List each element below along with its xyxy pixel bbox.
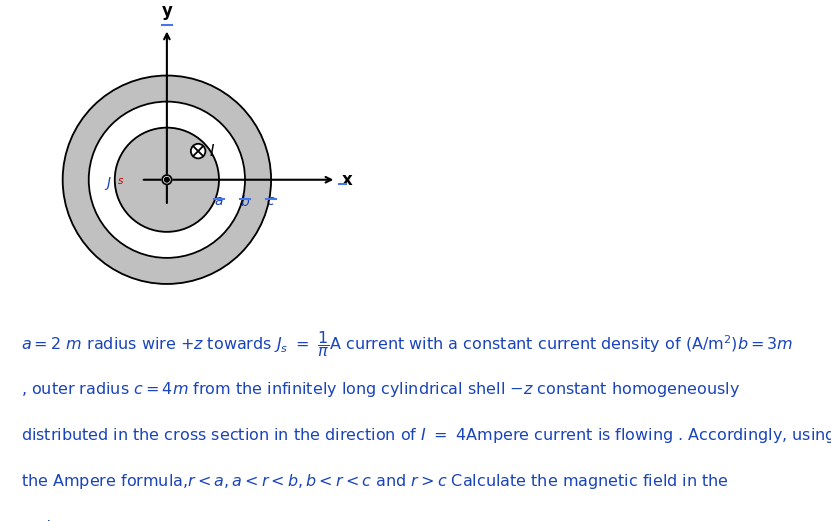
Text: , outer radius $c = 4m$ from the infinitely long cylindrical shell $-z$ constant: , outer radius $c = 4m$ from the infinit…: [21, 380, 740, 399]
Text: regions.: regions.: [21, 520, 85, 521]
Text: $\mathbf{x}$: $\mathbf{x}$: [342, 171, 354, 189]
Text: $b$: $b$: [240, 194, 250, 209]
Text: distributed in the cross section in the direction of $I\ =\ 4$Ampere current is : distributed in the cross section in the …: [21, 426, 831, 445]
Text: $\mathbf{y}$: $\mathbf{y}$: [160, 4, 173, 22]
Circle shape: [165, 177, 170, 182]
Text: $a$: $a$: [214, 194, 224, 208]
Circle shape: [62, 76, 271, 284]
Circle shape: [191, 144, 205, 158]
Text: $c$: $c$: [267, 194, 276, 208]
Text: $s$: $s$: [117, 176, 124, 186]
Circle shape: [115, 128, 219, 232]
Text: the Ampere formula,$r < a, a < r < b, b < r < c$ and $r > c$ Calculate the magne: the Ampere formula,$r < a, a < r < b, b …: [21, 472, 729, 491]
Circle shape: [162, 175, 171, 184]
Text: $I$: $I$: [209, 143, 215, 159]
Text: $a = 2\ m$ radius wire $+z$ towards $J_s\ =\ \dfrac{1}{\pi}$A current with a con: $a = 2\ m$ radius wire $+z$ towards $J_s…: [21, 329, 793, 359]
Circle shape: [89, 102, 245, 258]
Text: $J$: $J$: [104, 175, 112, 192]
